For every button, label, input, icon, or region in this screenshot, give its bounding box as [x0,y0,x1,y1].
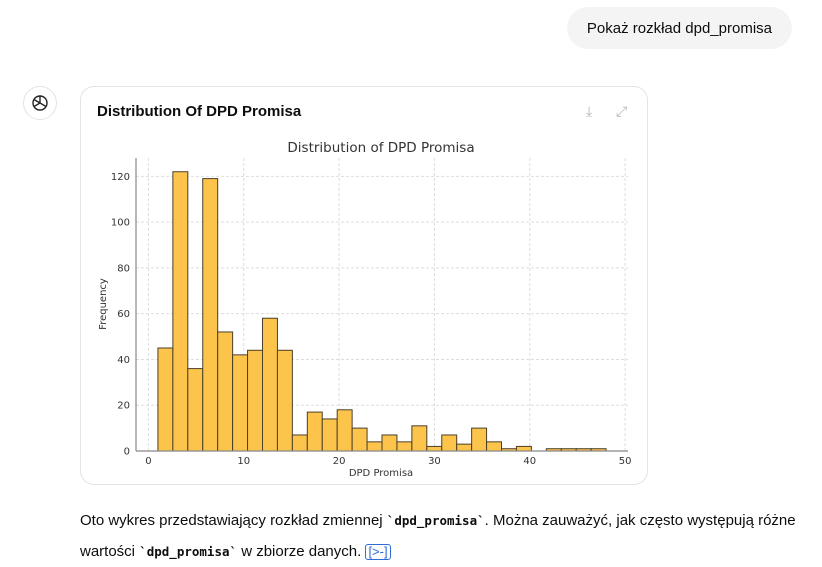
user-message-text: Pokaż rozkład dpd_promisa [586,19,772,37]
openai-logo-icon [32,95,48,111]
code-citation-button[interactable]: [>-] [365,544,391,560]
chart-card: Distribution Of DPD Promisa ⤓ ⤢ [80,86,648,485]
message-text: . Można zauważyć, jak często występują r… [80,512,796,560]
message-text: w zbiorze danych. [237,543,366,560]
user-message: Pokaż rozkład dpd_promisa [566,7,792,49]
inline-code: `dpd_promisa` [139,544,238,559]
chart-card-title: Distribution Of DPD Promisa [97,103,302,120]
message-text: Oto wykres przedstawiający rozkład zmien… [80,512,387,529]
assistant-message: Oto wykres przedstawiający rozkład zmien… [80,505,800,567]
inline-code: `dpd_promisa` [386,513,485,528]
assistant-avatar [23,86,57,120]
expand-icon[interactable]: ⤢ [616,103,628,119]
download-icon[interactable]: ⤓ [586,103,593,119]
